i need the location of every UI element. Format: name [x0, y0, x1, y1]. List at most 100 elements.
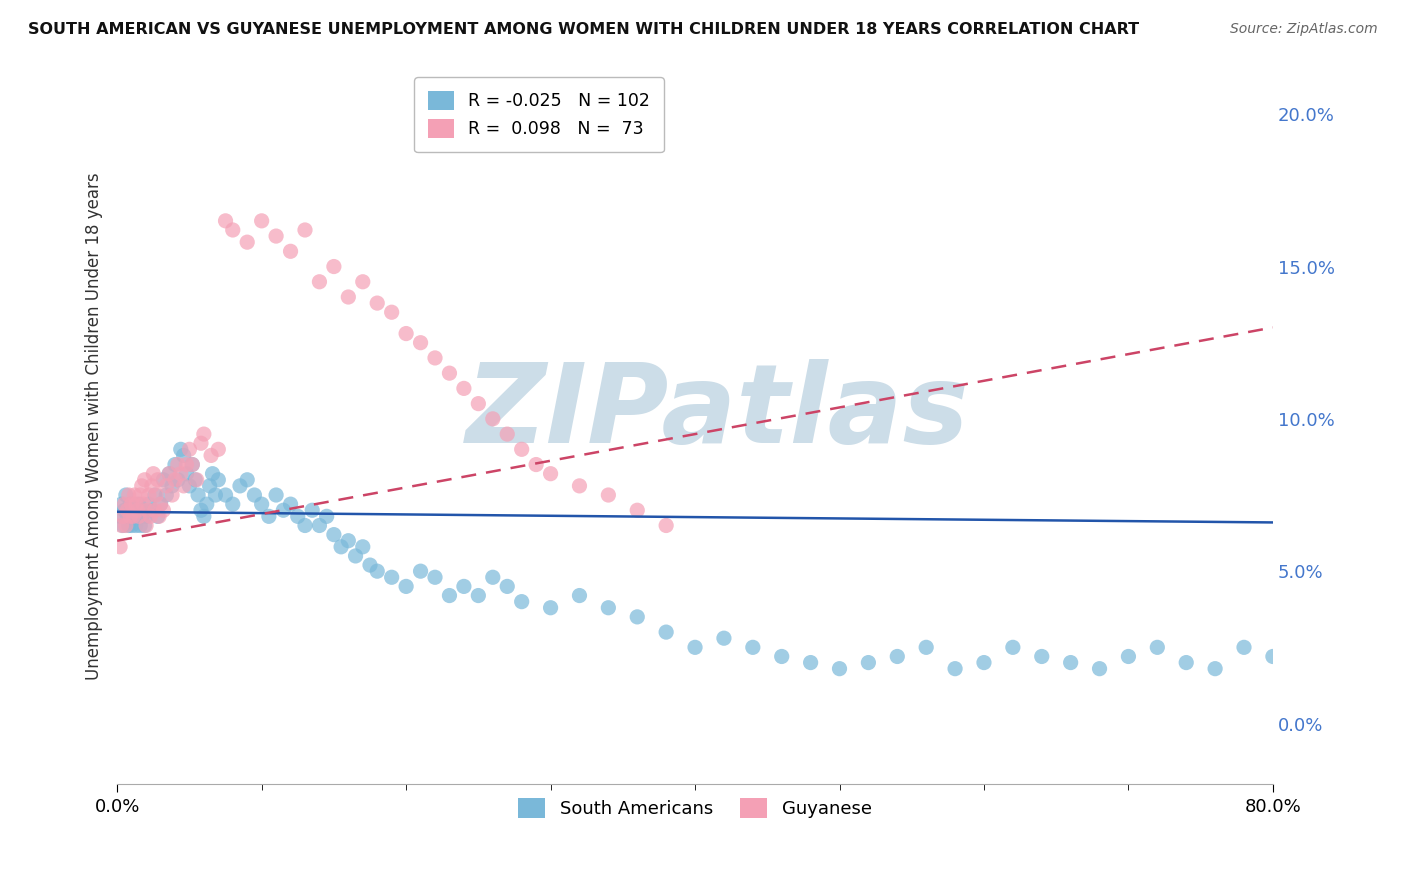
Point — [344, 549, 367, 563]
Point — [152, 503, 174, 517]
Point — [655, 518, 678, 533]
Point — [117, 509, 139, 524]
Point — [1261, 649, 1284, 664]
Point — [568, 589, 591, 603]
Point — [179, 442, 201, 457]
Point — [655, 625, 678, 640]
Point — [1146, 640, 1168, 655]
Point — [127, 503, 149, 517]
Point — [121, 497, 143, 511]
Point — [207, 473, 229, 487]
Point — [141, 503, 163, 517]
Legend: South Americans, Guyanese: South Americans, Guyanese — [512, 791, 879, 825]
Point — [181, 458, 204, 472]
Point — [352, 540, 374, 554]
Point — [122, 509, 145, 524]
Point — [858, 656, 880, 670]
Point — [149, 497, 172, 511]
Point — [200, 449, 222, 463]
Point — [146, 473, 169, 487]
Point — [280, 497, 302, 511]
Point — [409, 564, 432, 578]
Point — [181, 458, 204, 472]
Point — [124, 488, 146, 502]
Point — [1233, 640, 1256, 655]
Point — [135, 518, 157, 533]
Point — [142, 467, 165, 481]
Point — [132, 497, 155, 511]
Point — [129, 518, 152, 533]
Point — [155, 479, 177, 493]
Point — [243, 488, 266, 502]
Point — [395, 326, 418, 341]
Point — [198, 479, 221, 493]
Point — [315, 509, 337, 524]
Point — [167, 473, 190, 487]
Point — [204, 488, 226, 502]
Point — [496, 427, 519, 442]
Point — [117, 503, 139, 517]
Point — [125, 497, 148, 511]
Point — [187, 488, 209, 502]
Point — [915, 640, 938, 655]
Point — [176, 467, 198, 481]
Point — [301, 503, 323, 517]
Point — [250, 497, 273, 511]
Point — [330, 540, 353, 554]
Point — [195, 497, 218, 511]
Point — [359, 558, 381, 573]
Point — [423, 351, 446, 365]
Point — [112, 497, 135, 511]
Point — [193, 509, 215, 524]
Point — [1118, 649, 1140, 664]
Point — [1031, 649, 1053, 664]
Point — [190, 503, 212, 517]
Point — [1175, 656, 1198, 670]
Point — [190, 436, 212, 450]
Point — [273, 503, 295, 517]
Point — [110, 497, 132, 511]
Point — [111, 509, 134, 524]
Point — [308, 518, 330, 533]
Point — [481, 570, 503, 584]
Point — [713, 631, 735, 645]
Point — [170, 467, 193, 481]
Point — [170, 442, 193, 457]
Text: ZIPatlas: ZIPatlas — [467, 359, 970, 466]
Point — [1204, 662, 1226, 676]
Point — [131, 479, 153, 493]
Point — [524, 458, 547, 472]
Point — [229, 479, 252, 493]
Point — [184, 473, 207, 487]
Point — [108, 509, 131, 524]
Point — [118, 488, 141, 502]
Point — [157, 467, 180, 481]
Point — [828, 662, 851, 676]
Point — [193, 427, 215, 442]
Point — [800, 656, 823, 670]
Point — [214, 488, 236, 502]
Point — [131, 509, 153, 524]
Point — [1088, 662, 1111, 676]
Point — [741, 640, 763, 655]
Point — [121, 518, 143, 533]
Point — [132, 503, 155, 517]
Point — [395, 579, 418, 593]
Point — [257, 509, 280, 524]
Text: Source: ZipAtlas.com: Source: ZipAtlas.com — [1230, 22, 1378, 37]
Point — [108, 540, 131, 554]
Point — [134, 518, 156, 533]
Point — [308, 275, 330, 289]
Point — [143, 503, 166, 517]
Point — [201, 467, 224, 481]
Point — [943, 662, 966, 676]
Point — [110, 518, 132, 533]
Point — [138, 488, 160, 502]
Point — [167, 458, 190, 472]
Point — [124, 503, 146, 517]
Point — [135, 509, 157, 524]
Point — [155, 488, 177, 502]
Point — [157, 467, 180, 481]
Point — [186, 473, 208, 487]
Point — [129, 488, 152, 502]
